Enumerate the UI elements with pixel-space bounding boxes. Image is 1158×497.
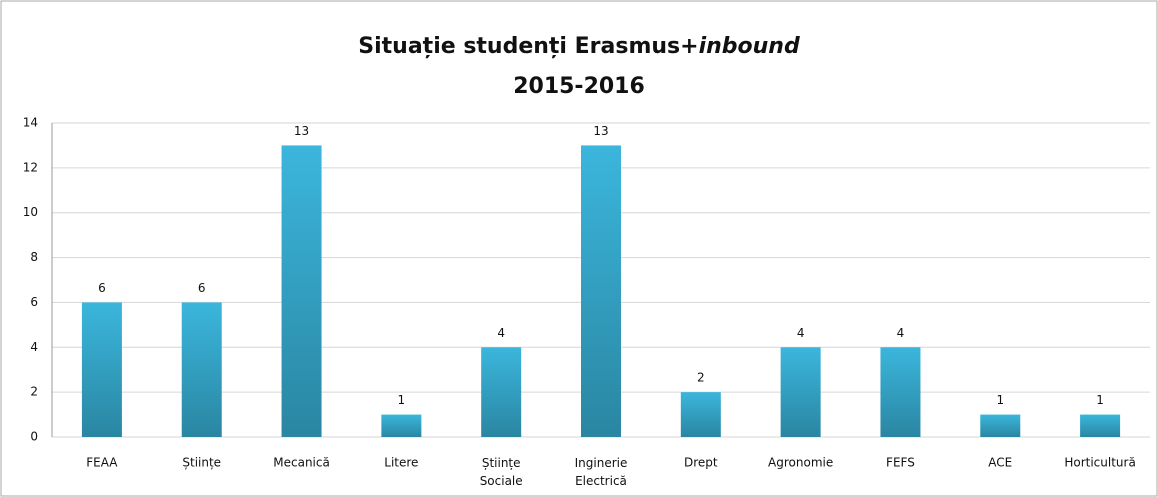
bar — [281, 145, 322, 437]
data-label: 13 — [593, 124, 608, 138]
y-tick-label: 6 — [30, 295, 38, 309]
data-label: 6 — [98, 281, 106, 295]
bar — [680, 392, 721, 437]
x-tick-label: Inginerie Electrică — [575, 456, 628, 488]
bar — [81, 302, 122, 437]
x-tick-label: Drept — [684, 456, 718, 470]
chart-title: Situație studenți Erasmus+inbound — [358, 34, 800, 59]
data-label: 13 — [294, 124, 309, 138]
chart-subtitle: 2015-2016 — [513, 74, 645, 99]
x-tick-label: ACE — [988, 456, 1012, 470]
x-tick-label: Științe — [182, 456, 221, 470]
y-tick-label: 12 — [23, 160, 38, 174]
label-line: Științe — [482, 456, 521, 470]
x-tick-label: Agronomie — [768, 456, 833, 470]
bar — [780, 347, 821, 437]
data-label: 1 — [398, 393, 406, 407]
data-label: 2 — [697, 371, 705, 385]
x-tick-label: FEFS — [886, 456, 915, 470]
bar — [181, 302, 222, 437]
bar — [581, 145, 621, 437]
y-tick-label: 2 — [30, 385, 38, 399]
bar — [481, 347, 522, 437]
y-tick-label: 14 — [23, 116, 38, 130]
title-part: inbound — [699, 34, 800, 59]
data-label: 4 — [497, 326, 505, 340]
x-tick-label: Mecanică — [273, 456, 330, 470]
y-tick-label: 4 — [30, 340, 38, 354]
label-line: Inginerie — [575, 456, 628, 470]
data-label: 1 — [1096, 393, 1104, 407]
bar — [880, 347, 921, 437]
y-tick-label: 0 — [30, 430, 38, 444]
data-label: 6 — [198, 281, 206, 295]
data-label: 4 — [897, 326, 905, 340]
bar — [980, 414, 1021, 437]
data-label: 4 — [797, 326, 805, 340]
data-label: 1 — [996, 393, 1004, 407]
title-part: Situație studenți Erasmus+ — [358, 34, 698, 59]
y-tick-label: 8 — [30, 250, 38, 264]
label-line: Electrică — [575, 474, 627, 488]
x-tick-label: Horticultură — [1064, 456, 1135, 470]
y-tick-label: 10 — [23, 205, 38, 219]
bar — [381, 414, 422, 437]
x-tick-label: Litere — [384, 456, 418, 470]
label-line: Sociale — [480, 474, 523, 488]
x-tick-label: FEAA — [86, 456, 118, 470]
bar — [1080, 414, 1121, 437]
x-tick-label: Științe Sociale — [480, 456, 523, 488]
